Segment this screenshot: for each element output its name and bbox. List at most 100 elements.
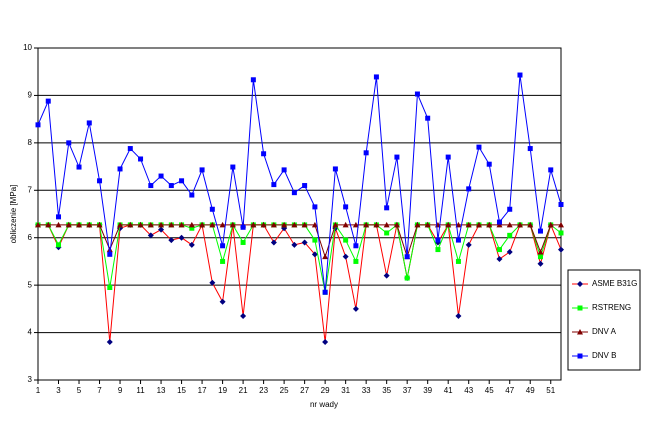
data-point	[558, 246, 564, 253]
series-line	[37, 74, 562, 293]
data-point	[537, 248, 544, 255]
data-point	[383, 272, 390, 279]
data-point	[66, 140, 72, 146]
x-tick-label: 37	[403, 386, 412, 395]
data-point	[322, 289, 328, 295]
x-tick-label: 5	[77, 386, 82, 395]
data-point	[188, 241, 195, 248]
data-point	[127, 146, 133, 152]
data-point	[250, 221, 257, 228]
legend-marker	[577, 281, 583, 287]
x-tick-label: 1	[36, 386, 41, 395]
data-point	[45, 221, 52, 228]
data-point	[496, 221, 503, 228]
x-tick-label: 19	[218, 386, 227, 395]
data-point	[414, 91, 420, 97]
data-point	[558, 230, 564, 236]
data-point	[352, 221, 359, 228]
data-point	[147, 221, 154, 228]
data-point	[558, 221, 564, 228]
data-point	[465, 221, 472, 228]
data-point	[107, 285, 113, 291]
y-tick-label: 6	[28, 233, 33, 242]
y-tick-label: 7	[28, 185, 33, 194]
data-point	[537, 254, 543, 260]
data-point	[209, 206, 215, 212]
data-point	[240, 224, 246, 230]
data-point	[106, 246, 113, 253]
data-point	[373, 221, 380, 228]
data-point	[240, 239, 246, 245]
data-point	[404, 254, 410, 260]
data-point	[496, 219, 502, 225]
data-point	[189, 225, 195, 231]
data-point	[506, 248, 513, 255]
legend-label: DNV B	[592, 351, 616, 360]
data-point	[188, 221, 195, 228]
data-point	[548, 167, 554, 173]
x-tick-label: 17	[198, 386, 207, 395]
x-tick-label: 35	[382, 386, 391, 395]
data-point	[158, 173, 164, 179]
data-point	[117, 166, 123, 172]
data-point	[496, 247, 502, 253]
data-point	[301, 221, 308, 228]
x-tick-label: 3	[56, 386, 61, 395]
data-point	[547, 221, 554, 228]
x-tick-label: 27	[300, 386, 309, 395]
data-point	[353, 243, 359, 249]
data-point	[189, 192, 195, 198]
data-point	[343, 237, 349, 243]
data-point	[527, 221, 534, 228]
data-point	[261, 151, 267, 157]
data-point	[507, 232, 513, 238]
data-point	[312, 237, 318, 243]
x-tick-label: 9	[118, 386, 123, 395]
x-tick-label: 7	[97, 386, 102, 395]
data-point	[56, 242, 62, 248]
legend-label: RSTRENG	[592, 303, 631, 312]
data-point	[312, 204, 318, 210]
x-tick-label: 11	[136, 386, 145, 395]
data-point	[35, 221, 41, 228]
data-point	[76, 221, 83, 228]
data-point	[240, 312, 247, 319]
data-point	[445, 221, 452, 228]
data-point	[455, 237, 461, 243]
data-point	[465, 241, 472, 248]
series-line	[38, 224, 561, 259]
x-tick-label: 45	[485, 386, 494, 395]
y-tick-label: 10	[23, 43, 32, 52]
data-point	[168, 183, 174, 189]
data-point	[76, 164, 82, 170]
data-point	[476, 144, 482, 150]
data-point	[168, 237, 175, 244]
data-point	[179, 178, 185, 184]
y-tick-label: 4	[28, 328, 33, 337]
series-line	[38, 223, 562, 343]
data-point	[516, 221, 523, 228]
x-tick-label: 13	[157, 386, 166, 395]
x-tick-label: 51	[546, 386, 555, 395]
data-point	[148, 183, 154, 189]
data-point	[383, 221, 390, 228]
data-point	[384, 205, 390, 211]
x-tick-label: 41	[444, 386, 453, 395]
data-point	[343, 204, 349, 210]
data-point	[435, 247, 441, 253]
data-point	[332, 221, 339, 228]
data-point	[291, 241, 298, 248]
data-point	[322, 253, 329, 260]
data-point	[147, 232, 154, 239]
data-point	[393, 221, 400, 228]
data-point	[209, 279, 216, 286]
data-point	[475, 221, 482, 228]
data-point	[373, 74, 379, 80]
data-point	[127, 221, 134, 228]
legend-label: ASME B31G	[592, 279, 637, 288]
x-tick-label: 43	[464, 386, 473, 395]
data-point	[96, 221, 103, 228]
data-point	[311, 251, 318, 258]
data-point	[455, 258, 461, 264]
x-tick-label: 29	[321, 386, 330, 395]
